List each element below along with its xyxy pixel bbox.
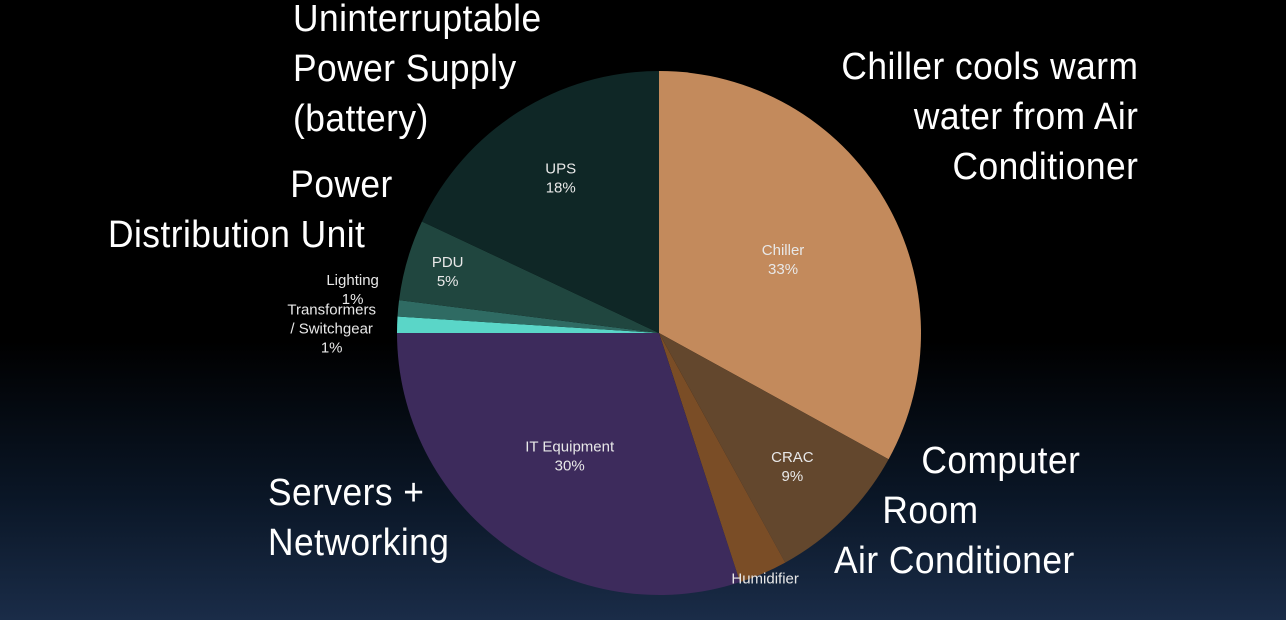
annotation-it: Servers + Networking	[268, 468, 449, 568]
annotation-pdu-line: Distribution Unit	[108, 214, 366, 256]
annotation-crac-line: Room	[882, 490, 979, 532]
pie-slice-humidifier	[659, 333, 786, 583]
annotation-chiller-line: Conditioner	[952, 146, 1138, 188]
annotation-chiller: Chiller cools warm water from Air Condit…	[841, 42, 1138, 192]
annotation-ups-line: Uninterruptable	[293, 0, 542, 40]
slice-label-transformers-switchgear: Transformers / Switchgear 1%	[287, 302, 376, 357]
pie-slice-ups	[421, 71, 659, 333]
slice-label-it-equipment: IT Equipment 30%	[525, 438, 615, 474]
annotation-crac: Computer Room Air Conditioner	[834, 436, 1080, 586]
annotation-ups: Uninterruptable Power Supply (battery)	[293, 0, 542, 144]
annotation-pdu: Power Distribution Unit	[108, 160, 393, 260]
pie-slice-it-equipment	[397, 333, 740, 596]
annotation-pdu-line: Power	[290, 164, 393, 206]
pie-slice-transformers-switchgear	[397, 316, 659, 333]
pie-slice-labels: Chiller 33% CRAC 9% Humidifier IT Equipment 30…	[287, 161, 813, 588]
pie-slice-lighting	[397, 300, 659, 333]
annotation-crac-line: Air Conditioner	[834, 540, 1075, 582]
slice-label-humidifier: Humidifier	[731, 570, 799, 587]
annotation-chiller-line: water from Air	[913, 96, 1138, 138]
pie-slice-chiller	[659, 71, 921, 460]
pie-slices	[397, 71, 921, 596]
pie-slice-pdu	[399, 221, 659, 333]
annotation-chiller-line: Chiller cools warm	[840, 46, 1138, 88]
pie-slice-crac	[659, 333, 889, 563]
slice-label-chiller: Chiller 33%	[762, 242, 805, 278]
slice-label-ups: UPS 18%	[545, 161, 576, 197]
annotation-ups-line: Power Supply	[293, 48, 517, 90]
annotation-it-line: Servers +	[268, 472, 425, 514]
slice-label-crac: CRAC 9%	[771, 449, 814, 485]
slice-label-pdu: PDU 5%	[432, 254, 464, 290]
slice-label-lighting: Lighting 1%	[326, 272, 379, 308]
annotation-ups-line: (battery)	[293, 98, 429, 140]
annotation-crac-line: Computer	[921, 440, 1081, 482]
annotation-it-line: Networking	[268, 522, 450, 564]
